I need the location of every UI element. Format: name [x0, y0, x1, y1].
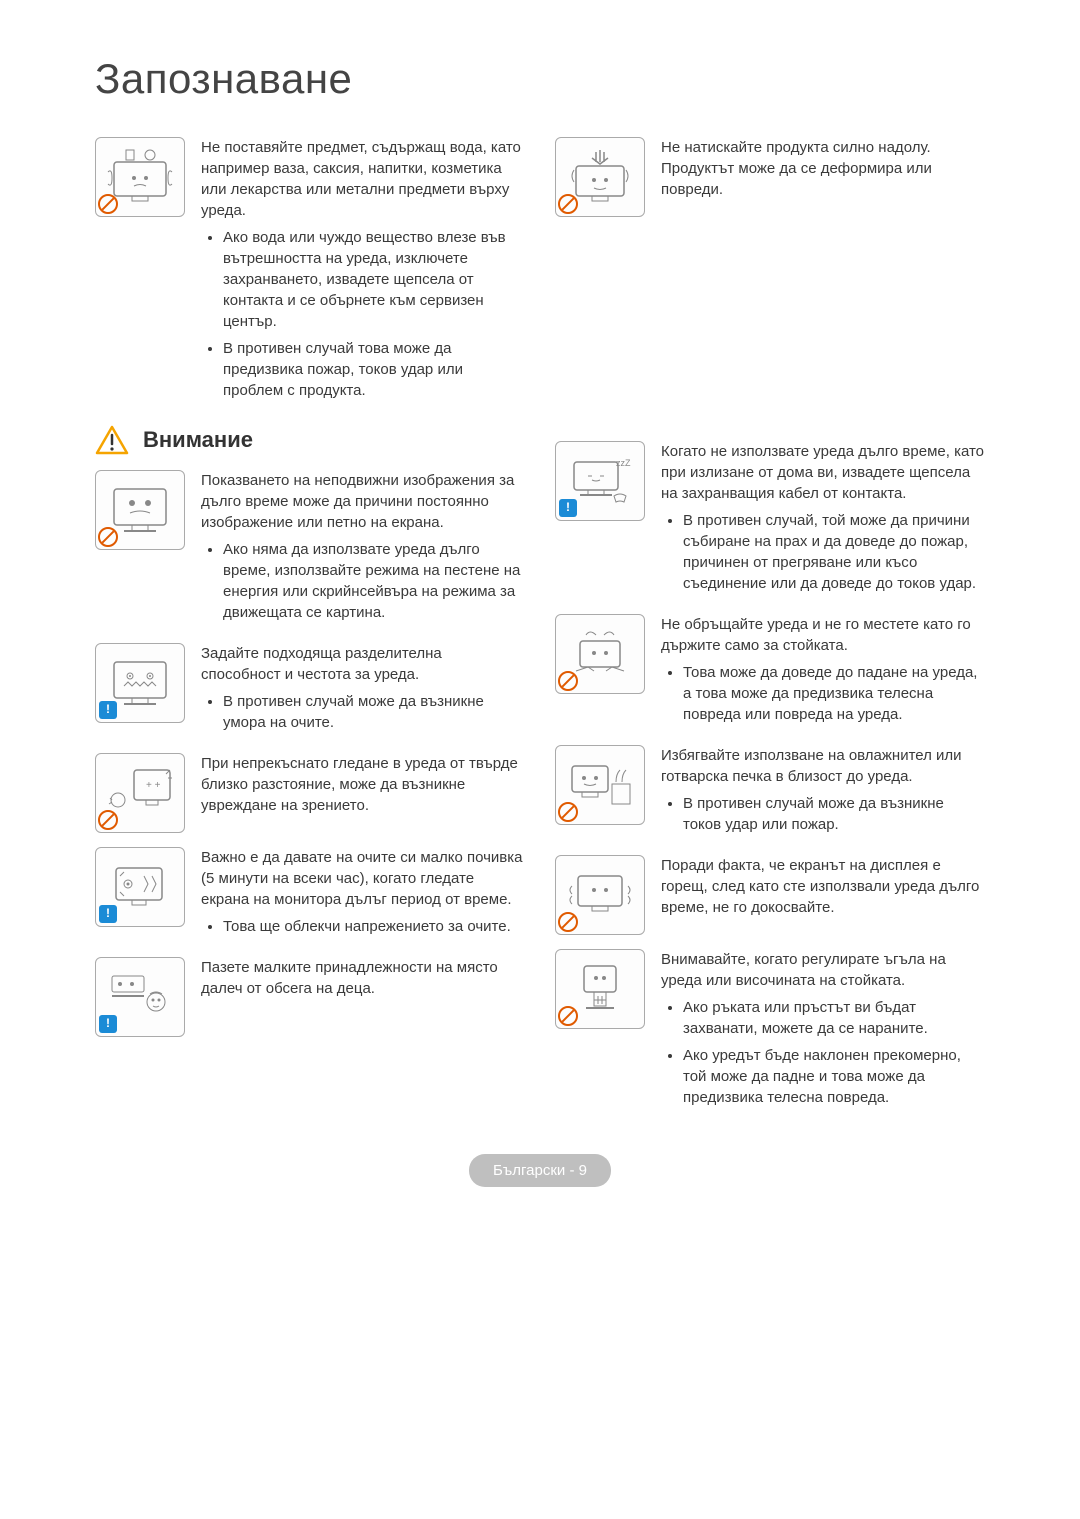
icon-humidifier-stove: [555, 745, 645, 825]
prohibit-icon: [99, 195, 117, 213]
footer-sep: -: [565, 1162, 578, 1179]
safety-entry: Поради факта, че екранът на дисплея е го…: [555, 855, 985, 935]
prohibit-icon: [559, 672, 577, 690]
entry-text: Важно е да давате на очите си малко почи…: [201, 847, 525, 910]
prohibit-icon: [99, 811, 117, 829]
safety-entry: Показването на неподвижни изображения за…: [95, 470, 525, 629]
entry-text: Внимавайте, когато регулирате ъгъла на у…: [661, 949, 985, 991]
entry-text: Показването на неподвижни изображения за…: [201, 470, 525, 533]
safety-entry: Задайте подходяща разделителна способнос…: [95, 643, 525, 739]
content-columns: Не поставяйте предмет, съдържащ вода, ка…: [95, 137, 985, 1128]
safety-entry: Не натискайте продукта силно надолу. Про…: [555, 137, 985, 217]
prohibit-icon: [559, 913, 577, 931]
prohibit-icon: [559, 1007, 577, 1025]
safety-entry: Не обръщайте уреда и не го местете като …: [555, 614, 985, 731]
safety-entry: Важно е да давате на очите си малко почи…: [95, 847, 525, 943]
icon-static-image: [95, 470, 185, 550]
prohibit-icon: [99, 528, 117, 546]
safety-entry: Пазете малките принадлежности на място д…: [95, 957, 525, 1037]
left-column: Не поставяйте предмет, съдържащ вода, ка…: [95, 137, 525, 1128]
footer-lang: Български: [493, 1162, 565, 1179]
caution-header: Внимание: [95, 425, 525, 456]
icon-adjust-stand: [555, 949, 645, 1029]
icon-hot-screen: [555, 855, 645, 935]
prohibit-icon: [559, 195, 577, 213]
icon-unplug-sleep: zzZ: [555, 441, 645, 521]
prohibit-icon: [559, 803, 577, 821]
footer-page-num: 9: [579, 1162, 587, 1179]
entry-text: Избягвайте използване на овлажнител или …: [661, 745, 985, 787]
footer-page-pill: Български - 9: [469, 1154, 611, 1187]
entry-bullet: Това може да доведе до падане на уреда, …: [683, 662, 985, 725]
entry-bullet: В противен случай, той може да причини с…: [683, 510, 985, 594]
caution-label: Внимание: [143, 425, 253, 456]
info-icon: [559, 499, 577, 517]
safety-entry: Избягвайте използване на овлажнител или …: [555, 745, 985, 841]
svg-text:zzZ: zzZ: [616, 458, 631, 468]
entry-bullet: Ако вода или чуждо вещество влезе във въ…: [223, 227, 525, 332]
page-footer: Български - 9: [95, 1154, 985, 1187]
entry-bullet: Ако няма да използвате уреда дълго време…: [223, 539, 525, 623]
entry-bullet: Това ще облекчи напрежението за очите.: [223, 916, 525, 937]
entry-text: Когато не използвате уреда дълго време, …: [661, 441, 985, 504]
page-title: Запознаване: [95, 50, 985, 109]
icon-close-viewing: + +: [95, 753, 185, 833]
entry-bullet: В противен случай това може да предизвик…: [223, 338, 525, 401]
info-icon: [99, 701, 117, 719]
safety-entry: Не поставяйте предмет, съдържащ вода, ка…: [95, 137, 525, 407]
icon-small-parts-child: [95, 957, 185, 1037]
entry-text: Не поставяйте предмет, съдържащ вода, ка…: [201, 137, 525, 221]
icon-press-down: [555, 137, 645, 217]
icon-carry-by-stand: [555, 614, 645, 694]
safety-entry: + + При непрекъснато гледане в уреда от …: [95, 753, 525, 833]
entry-text: Не натискайте продукта силно надолу. Про…: [661, 137, 985, 200]
entry-text: При непрекъснато гледане в уреда от твър…: [201, 753, 525, 816]
icon-eye-rest: [95, 847, 185, 927]
entry-text: Пазете малките принадлежности на място д…: [201, 957, 525, 999]
warning-triangle-icon: [95, 425, 129, 455]
icon-liquids-on-monitor: [95, 137, 185, 217]
info-icon: [99, 1015, 117, 1033]
entry-bullet: Ако уредът бъде наклонен прекомерно, той…: [683, 1045, 985, 1108]
entry-text: Задайте подходяща разделителна способнос…: [201, 643, 525, 685]
entry-bullet: В противен случай може да възникне умора…: [223, 691, 525, 733]
entry-bullet: Ако ръката или пръстът ви бъдат захванат…: [683, 997, 985, 1039]
icon-resolution: [95, 643, 185, 723]
safety-entry: Внимавайте, когато регулирате ъгъла на у…: [555, 949, 985, 1114]
svg-text:+ +: + +: [146, 780, 161, 791]
entry-text: Поради факта, че екранът на дисплея е го…: [661, 855, 985, 918]
entry-bullet: В противен случай може да възникне токов…: [683, 793, 985, 835]
right-column: Не натискайте продукта силно надолу. Про…: [555, 137, 985, 1128]
info-icon: [99, 905, 117, 923]
safety-entry: zzZ Когато не използвате уреда дълго вре…: [555, 441, 985, 600]
entry-text: Не обръщайте уреда и не го местете като …: [661, 614, 985, 656]
